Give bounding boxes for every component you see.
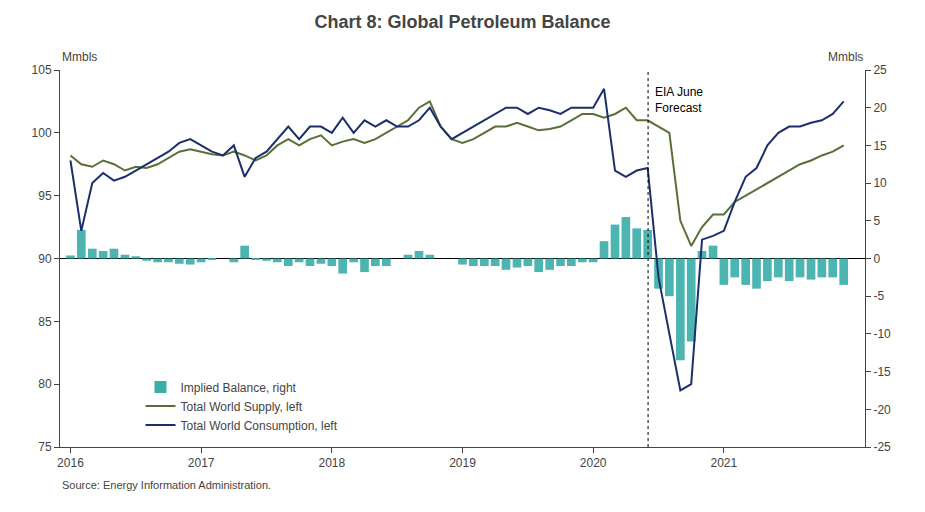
- svg-text:15: 15: [873, 139, 887, 153]
- svg-text:-25: -25: [873, 440, 891, 454]
- svg-text:-5: -5: [873, 289, 884, 303]
- svg-text:Mmbls: Mmbls: [828, 50, 863, 64]
- svg-text:2021: 2021: [711, 456, 738, 470]
- svg-text:Chart 8: Global Petroleum Bala: Chart 8: Global Petroleum Balance: [314, 12, 610, 32]
- svg-text:2018: 2018: [318, 456, 345, 470]
- svg-text:Source: Energy Information Adm: Source: Energy Information Administratio…: [62, 479, 271, 491]
- svg-text:Total World Consumption, left: Total World Consumption, left: [181, 419, 338, 433]
- svg-text:2016: 2016: [57, 456, 84, 470]
- svg-text:10: 10: [873, 176, 887, 190]
- svg-text:Total World Supply, left: Total World Supply, left: [181, 400, 303, 414]
- svg-text:105: 105: [32, 63, 52, 77]
- svg-text:2020: 2020: [580, 456, 607, 470]
- svg-text:80: 80: [38, 377, 52, 391]
- svg-text:2017: 2017: [188, 456, 215, 470]
- svg-text:Implied Balance, right: Implied Balance, right: [181, 381, 297, 395]
- svg-text:20: 20: [873, 101, 887, 115]
- svg-text:25: 25: [873, 63, 887, 77]
- svg-text:75: 75: [38, 440, 52, 454]
- svg-text:0: 0: [873, 252, 880, 266]
- svg-text:5: 5: [873, 214, 880, 228]
- svg-text:-10: -10: [873, 327, 891, 341]
- svg-text:2019: 2019: [449, 456, 476, 470]
- svg-text:Mmbls: Mmbls: [62, 50, 97, 64]
- svg-text:100: 100: [32, 126, 52, 140]
- svg-text:85: 85: [38, 315, 52, 329]
- svg-text:EIA JuneForecast: EIA JuneForecast: [655, 85, 703, 115]
- svg-text:-15: -15: [873, 365, 891, 379]
- svg-text:95: 95: [38, 189, 52, 203]
- svg-text:-20: -20: [873, 403, 891, 417]
- svg-text:90: 90: [38, 252, 52, 266]
